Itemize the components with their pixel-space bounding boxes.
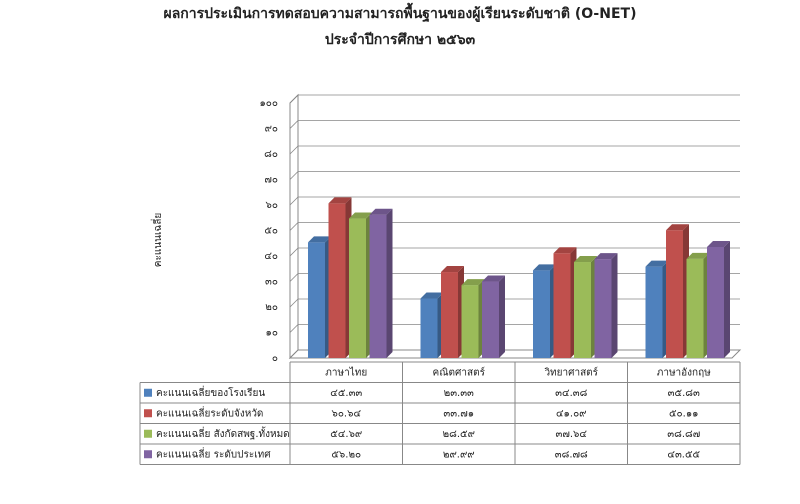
data-label: ๖๐.๖๔	[331, 408, 361, 419]
bar	[369, 214, 387, 358]
bar	[574, 262, 591, 358]
bar	[482, 281, 499, 358]
bar	[420, 298, 438, 358]
y-tick-label: ๓๐	[265, 277, 278, 288]
grid-line	[289, 171, 740, 180]
bar-top	[369, 208, 393, 215]
bar-top	[328, 197, 352, 204]
bar-side	[499, 275, 505, 358]
data-label: ๔๑.๐๙	[556, 408, 587, 419]
bar-top	[666, 224, 689, 231]
y-axis-label: คะแนนเฉลี่ย	[150, 213, 164, 267]
data-label: ๒๙.๙๙	[443, 449, 475, 460]
data-label: ๕๐.๑๑	[669, 408, 699, 419]
bar	[686, 258, 704, 358]
data-label: ๕๖.๒๐	[331, 449, 361, 460]
bar	[308, 242, 325, 358]
bar-top	[349, 212, 372, 219]
bar-top	[686, 252, 710, 259]
data-label: ๔๓.๕๕	[667, 449, 700, 460]
y-tick-label: ๕๐	[264, 226, 278, 237]
bar-top	[482, 275, 505, 282]
bar-top	[441, 266, 464, 273]
data-label: ๓๘.๗๘	[555, 449, 588, 460]
bar	[645, 266, 663, 358]
legend-label: คะแนนเฉลี่ยระดับจังหวัด	[156, 405, 263, 419]
bar	[533, 270, 550, 358]
data-label: ๕๔.๖๙	[330, 429, 362, 440]
y-tick-label: ๒๐	[265, 302, 278, 313]
bar-side	[386, 208, 393, 358]
chart-title: ผลการประเมินการทดสอบความสามารถพื้นฐานของ…	[164, 2, 637, 23]
x-tick-label: คณิตศาสตร์	[433, 366, 486, 378]
grid-line	[289, 94, 740, 104]
y-tick-label: ๑๐	[266, 328, 278, 339]
y-tick-label: ๖๐	[266, 200, 278, 211]
data-label: ๒๓.๓๓	[444, 388, 474, 399]
bar	[328, 203, 346, 358]
y-tick-label: ๙๐	[265, 124, 278, 135]
bar-top	[645, 260, 669, 267]
grid-line	[289, 120, 740, 129]
legend-label: คะแนนเฉลี่ย สังกัดสพฐ.ทั้งหมด	[156, 426, 290, 440]
bar	[553, 253, 571, 358]
bar-top	[308, 236, 331, 243]
legend-swatch	[144, 429, 152, 438]
bar	[461, 285, 479, 358]
y-tick-label: ๑๐๐	[259, 98, 278, 109]
bar	[349, 218, 366, 358]
bar-top	[533, 264, 556, 271]
bar	[594, 259, 612, 358]
data-label: ๓๕.๘๓	[668, 388, 700, 399]
bar-top	[707, 240, 730, 247]
x-tick-label: ภาษาอังกฤษ	[657, 367, 711, 378]
bar-side	[611, 253, 618, 358]
grid-line	[289, 145, 740, 155]
data-label: ๓๔.๓๘	[555, 388, 587, 399]
data-label: ๓๓.๗๑	[443, 408, 474, 419]
data-label: ๔๕.๓๓	[330, 388, 362, 399]
bar	[707, 246, 724, 358]
grid-line	[289, 247, 740, 257]
bar-side	[724, 240, 730, 358]
y-tick-label: ๐	[272, 353, 278, 364]
legend-swatch	[144, 388, 152, 397]
y-tick-label: ๗๐	[264, 175, 278, 186]
bar-top	[461, 279, 485, 286]
legend-swatch	[144, 450, 152, 459]
chart-subtitle: ประจำปีการศึกษา ๒๕๖๓	[325, 31, 476, 48]
grid-line	[289, 222, 740, 231]
data-label: ๒๘.๕๙	[443, 429, 475, 440]
y-tick-label: ๘๐	[264, 149, 278, 160]
bar-top	[574, 256, 597, 263]
bar-top	[594, 253, 618, 260]
legend-label: คะแนนเฉลี่ย ระดับประเทศ	[156, 446, 271, 460]
grid-line	[289, 196, 740, 206]
data-label: ๓๗.๖๔	[556, 429, 588, 440]
bar-top	[553, 247, 577, 254]
x-tick-label: วิทยาศาสตร์	[544, 366, 599, 378]
bar	[666, 230, 683, 358]
legend-label: คะแนนเฉลี่ยของโรงเรียน	[156, 385, 265, 399]
x-tick-label: ภาษาไทย	[325, 366, 367, 378]
data-label: ๓๘.๘๗	[667, 429, 700, 440]
bar-top	[420, 292, 444, 299]
y-tick-label: ๔๐	[264, 251, 278, 262]
legend-swatch	[144, 409, 152, 418]
bar	[441, 272, 458, 358]
